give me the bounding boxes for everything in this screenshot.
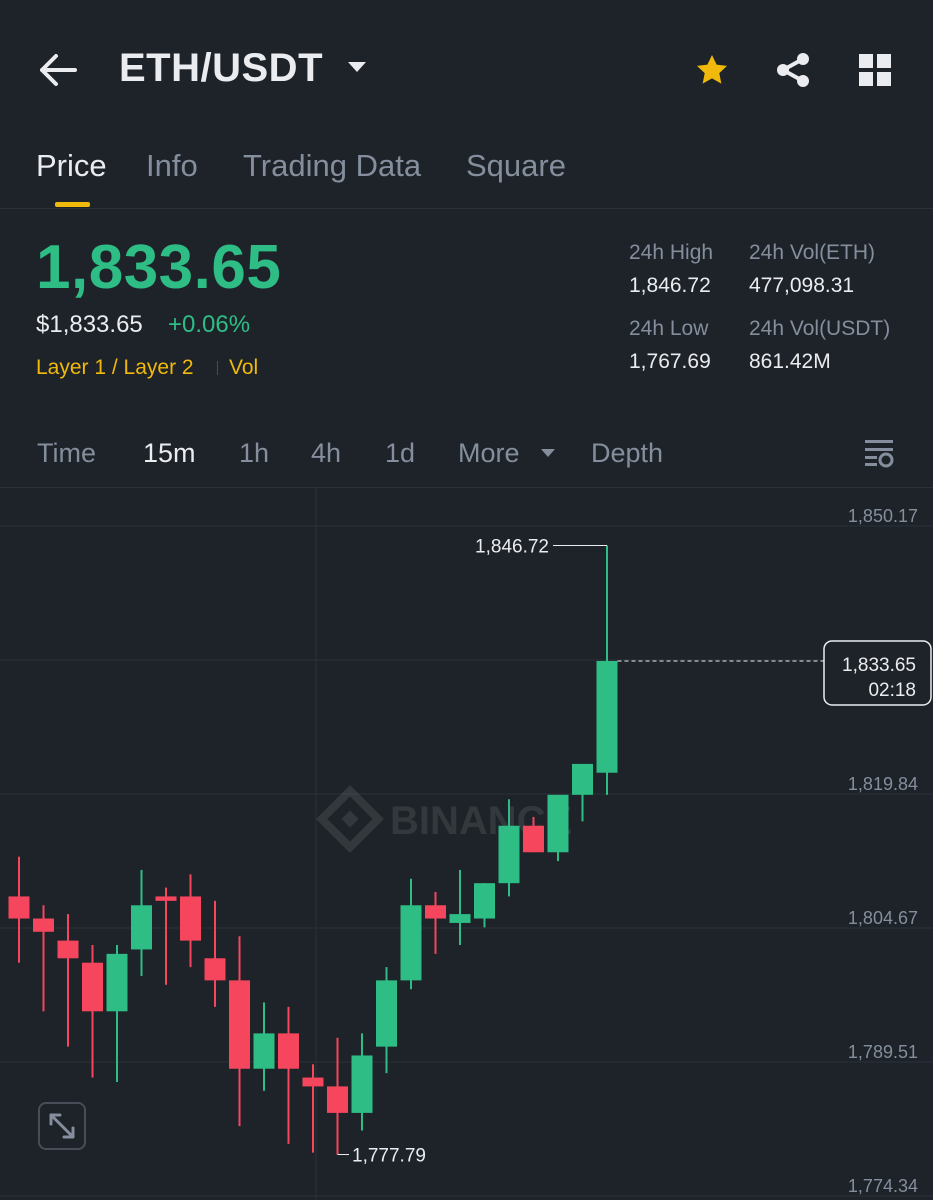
candle-body[interactable] (278, 1033, 299, 1069)
share-icon[interactable] (774, 51, 812, 89)
y-tick-label: 1,804.67 (848, 908, 918, 928)
price-change-percent: +0.06% (168, 311, 251, 338)
interval-4h[interactable]: 4h (311, 438, 342, 468)
tag-separator (217, 361, 218, 375)
candle-body[interactable] (449, 914, 471, 923)
caret-down-icon[interactable] (541, 449, 555, 457)
interval-15m[interactable]: 15m (143, 438, 196, 468)
stat-low-value: 1,767.69 (629, 350, 711, 373)
expand-icon (49, 1113, 75, 1139)
stat-vol-eth-value: 477,098.31 (749, 274, 855, 297)
stat-vol-usdt-label: 24h Vol(USDT) (749, 317, 891, 340)
stat-low-label: 24h Low (629, 317, 709, 340)
interval-more[interactable]: More (458, 438, 520, 468)
candle-body[interactable] (523, 825, 544, 853)
back-button[interactable] (38, 52, 78, 88)
stat-vol-usdt-value: 861.42M (749, 350, 831, 373)
pair-selector[interactable]: ETH/USDT (119, 46, 323, 90)
star-icon[interactable] (693, 51, 731, 89)
candle-body[interactable] (547, 794, 569, 853)
candlestick-chart[interactable]: BINANCE 1,850.171,835.001,819.841,804.67… (0, 488, 933, 1200)
caret-down-icon[interactable] (348, 62, 366, 72)
interval-1d[interactable]: 1d (385, 438, 416, 468)
high-marker-label: 1,846.72 (475, 536, 549, 557)
current-price-box (823, 640, 932, 706)
low-marker-label: 1,777.79 (352, 1146, 426, 1167)
y-tick-label: 1,789.51 (848, 1042, 918, 1062)
arrow-left-icon (40, 54, 77, 86)
candle-body[interactable] (400, 905, 422, 981)
candle-body[interactable] (204, 958, 226, 981)
divider (0, 487, 933, 488)
stat-high-value: 1,846.72 (629, 274, 711, 297)
tab-trading-data[interactable]: Trading Data (243, 148, 422, 183)
candle-body[interactable] (180, 896, 201, 941)
chart-settings-icon[interactable] (863, 437, 895, 469)
interval-1h[interactable]: 1h (239, 438, 270, 468)
y-tick-label: 1,819.84 (848, 774, 918, 794)
candle-body[interactable] (498, 825, 520, 884)
category-tag[interactable]: Layer 1 / Layer 2 (36, 356, 194, 379)
interval-time[interactable]: Time (37, 438, 96, 468)
candle-body[interactable] (131, 905, 152, 950)
grid-icon[interactable] (858, 53, 892, 87)
candle-body[interactable] (596, 660, 618, 773)
candle-body[interactable] (82, 962, 103, 1012)
watermark-text: BINANCE (390, 799, 572, 843)
candle-body[interactable] (253, 1033, 275, 1069)
candle-body[interactable] (229, 980, 250, 1069)
vol-tag[interactable]: Vol (229, 356, 259, 379)
candle-body[interactable] (106, 953, 128, 1012)
tab-info[interactable]: Info (146, 148, 198, 183)
y-tick-label: 1,850.17 (848, 506, 918, 526)
countdown-label: 02:18 (868, 680, 916, 701)
stat-vol-eth-label: 24h Vol(ETH) (749, 241, 876, 264)
active-tab-indicator (55, 202, 90, 207)
candle-body[interactable] (155, 896, 177, 901)
candle-body[interactable] (474, 883, 495, 919)
candle-body[interactable] (57, 940, 79, 959)
y-tick-label: 1,774.34 (848, 1176, 918, 1196)
expand-chart-button[interactable] (38, 1102, 86, 1150)
candle-body[interactable] (33, 918, 54, 932)
last-price: 1,833.65 (36, 233, 282, 302)
interval-depth[interactable]: Depth (591, 438, 664, 468)
candle-body[interactable] (8, 896, 30, 919)
candle-body[interactable] (327, 1086, 348, 1113)
candle-body[interactable] (572, 763, 593, 795)
tab-square[interactable]: Square (466, 148, 566, 183)
current-price-label: 1,833.65 (842, 655, 916, 676)
stat-high-label: 24h High (629, 241, 714, 264)
tab-price[interactable]: Price (36, 148, 107, 183)
candle-body[interactable] (376, 980, 397, 1047)
usd-price: $1,833.65 (36, 311, 143, 338)
candle-body[interactable] (302, 1077, 324, 1087)
candle-body[interactable] (351, 1055, 373, 1113)
candle-body[interactable] (425, 905, 446, 919)
divider (0, 208, 933, 209)
